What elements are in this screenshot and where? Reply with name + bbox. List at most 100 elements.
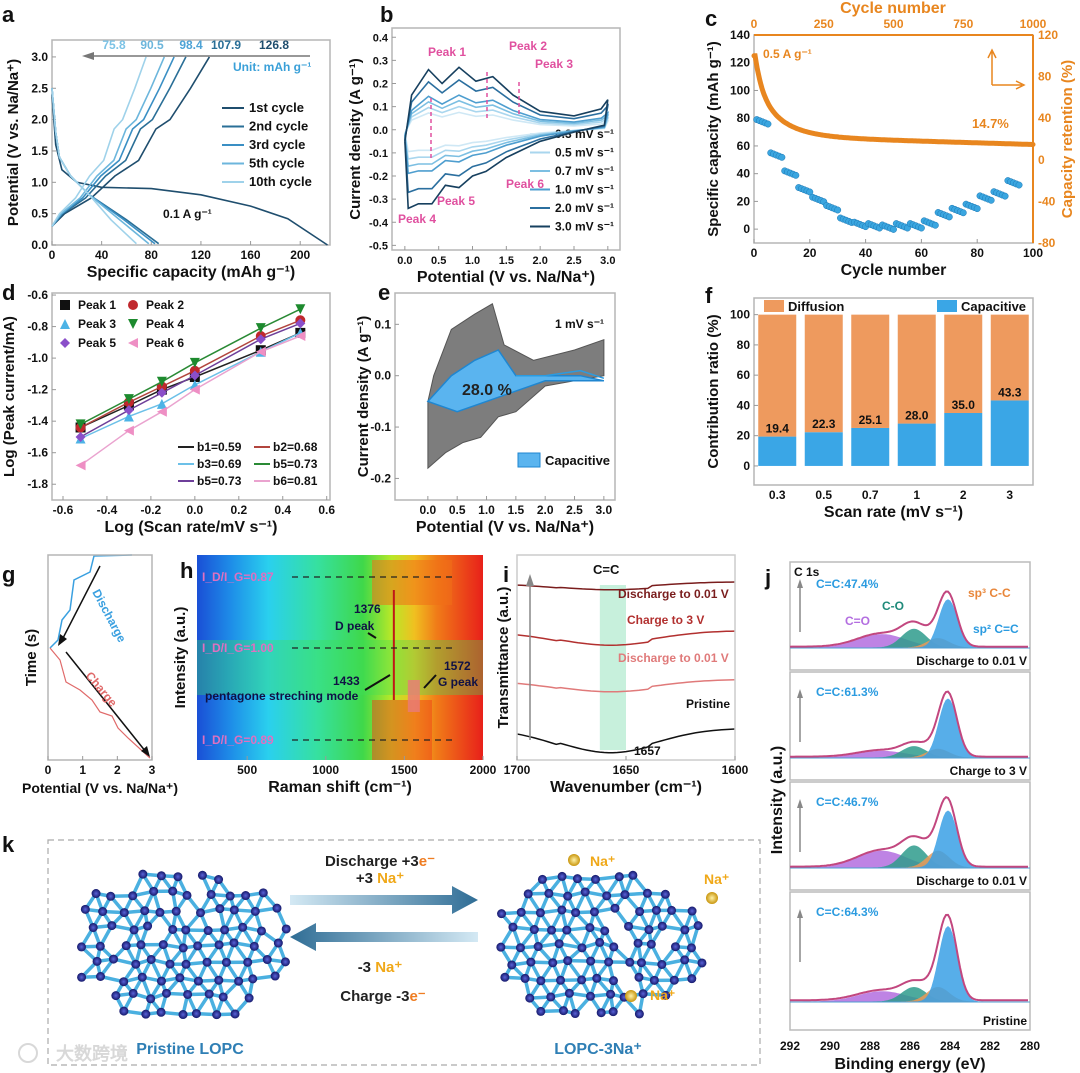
x-tick-label: 1: [79, 763, 86, 777]
capacity-value: 98.4: [179, 38, 203, 52]
carbon-atom: [243, 957, 253, 967]
carbon-atom: [609, 942, 619, 952]
fit-line: [80, 335, 301, 466]
carbon-atom: [608, 976, 618, 986]
carbon-atom: [220, 925, 230, 935]
carbon-atom: [140, 906, 150, 916]
right-tick-label: -40: [1038, 194, 1056, 208]
carbon-atom: [596, 1008, 606, 1018]
capacity-point: [834, 206, 842, 214]
carbon-atom: [214, 940, 224, 950]
spectrum-label: Pristine: [686, 697, 730, 711]
carbon-atom: [589, 907, 599, 917]
envelope-curve: [789, 590, 1028, 648]
plot-frame: [47, 554, 153, 761]
carbon-atom: [523, 889, 533, 899]
legend-label: Capacitive: [961, 299, 1026, 314]
carbon-atom: [111, 991, 121, 1001]
x-tick-label: 284: [940, 1039, 960, 1053]
x-tick-label: 0.6: [318, 503, 335, 517]
right-axis-label: Capacity retention (%): [1059, 60, 1076, 218]
carbon-atom: [241, 891, 251, 901]
carbon-atom: [686, 943, 696, 953]
carbon-atom: [644, 925, 654, 935]
arrow-head-icon: [797, 799, 803, 808]
carbon-atom: [697, 958, 707, 968]
fit-line: [80, 308, 301, 425]
carbon-atom: [221, 957, 231, 967]
x-tick-label: 1700: [504, 763, 531, 777]
triangle-marker: [123, 411, 134, 422]
y-tick-label: -1.0: [27, 351, 48, 365]
fit-label: b5=0.73: [273, 457, 318, 471]
y-axis-label: Time (s): [23, 629, 40, 686]
carbon-atom: [181, 925, 191, 935]
carbon-atom: [191, 1009, 201, 1019]
capacity-value: 126.8: [259, 38, 289, 52]
x-tick-label: 2.0: [533, 255, 548, 267]
c-c-ratio: C=C:61.3%: [816, 685, 879, 699]
y-tick-label: 0: [743, 222, 750, 236]
diamond-marker: [255, 334, 266, 345]
carbon-atom: [158, 940, 168, 950]
envelope-curve: [790, 913, 1028, 1002]
xps-subpanel: Discharge to 0.01 V C=C:47.4%: [789, 561, 1031, 671]
y-tick-label: 0.2: [373, 79, 388, 91]
x-tick-label: 160: [241, 248, 261, 262]
triangle-marker: [295, 304, 306, 315]
carbon-atom: [146, 954, 156, 964]
carbon-atom: [256, 926, 266, 936]
capacity-point: [778, 153, 786, 161]
y-tick-label: 0.1: [373, 102, 388, 114]
ftir-curve: [516, 630, 736, 646]
carbon-atom: [218, 992, 228, 1002]
reverse-na-label-main: -3: [358, 959, 376, 976]
x-tick-label: 1.0: [478, 503, 495, 517]
x-tick-label: 1000: [312, 763, 339, 777]
carbon-atom: [562, 925, 572, 935]
peak-label: Peak 3: [535, 57, 573, 71]
carbon-atom: [608, 1007, 618, 1017]
x-tick-label: 2.0: [537, 503, 554, 517]
bar-value-label: 35.0: [952, 398, 976, 412]
envelope-curve: [790, 690, 1028, 758]
d-peak-value: 1376: [354, 602, 381, 616]
y-tick-label: -1.6: [27, 446, 48, 460]
ftir-curve: [516, 679, 736, 693]
y-tick-label: 0.1: [374, 317, 391, 331]
id-ig-ratio: I_D/I_G=0.89: [202, 733, 274, 747]
sodium-label: Na⁺: [650, 987, 675, 1003]
retention-curve: [751, 53, 1036, 147]
x-tick-label: 40: [95, 248, 109, 262]
spectrum-label: Charge to 3 V: [627, 613, 704, 627]
arrow-head-icon: [797, 689, 803, 698]
legend-label: 0.7 mV s⁻¹: [555, 164, 614, 178]
y-tick-label: -0.6: [27, 288, 48, 302]
y-tick-label: 3.0: [31, 50, 48, 64]
discharge-curve: [51, 88, 150, 245]
x-tick-label: 3: [149, 763, 156, 777]
y-axis-label: Current density (A g⁻¹): [347, 58, 364, 220]
panel-g: Discharge Charge 0 1 2 3 Potential (V vs. Na/N…: [22, 554, 178, 796]
charge-arrow: [65, 651, 147, 753]
x-tick-label: 280: [1020, 1039, 1040, 1053]
x-axis-label: Wavenumber (cm⁻¹): [550, 779, 702, 796]
carbon-atom: [96, 971, 106, 981]
carbon-atom: [225, 891, 235, 901]
d-peak-label: D peak: [335, 619, 375, 633]
xps-subpanel: Charge to 3 V C=C:61.3%: [789, 671, 1031, 781]
diffusion-bar: [851, 314, 890, 428]
y-axis-label: Log (Peak current/mA): [1, 316, 18, 477]
carbon-atom: [161, 988, 171, 998]
g-peak-label: G peak: [438, 675, 478, 689]
carbon-atom: [572, 874, 582, 884]
subpanel-frame: [789, 781, 1031, 891]
x-tick-label: 1: [913, 488, 920, 502]
carbon-atom: [667, 905, 677, 915]
y-axis-label: Current density (A g⁻¹): [355, 316, 372, 478]
carbon-atom: [577, 943, 587, 953]
carbon-atom: [571, 908, 581, 918]
triangle-marker: [128, 319, 138, 329]
circle-marker: [128, 300, 138, 310]
